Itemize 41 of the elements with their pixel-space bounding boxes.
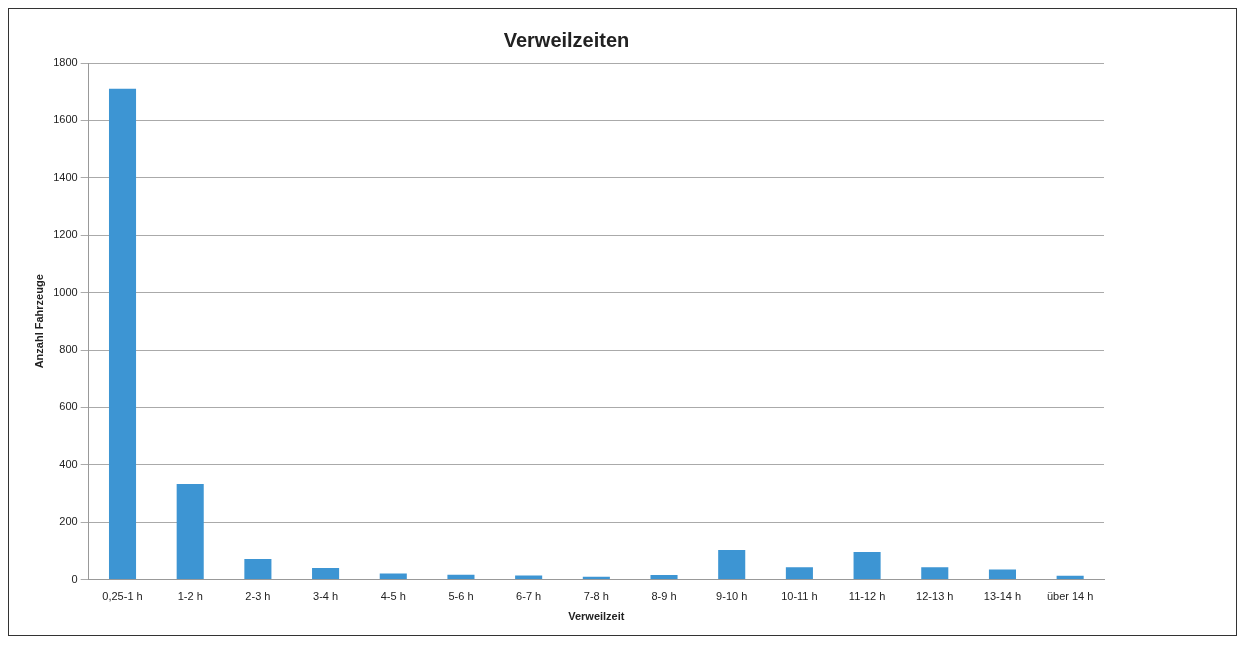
x-axis-title: Verweilzeit bbox=[568, 610, 625, 623]
y-tick-label: 200 bbox=[59, 515, 78, 528]
x-tick-label: 4-5 h bbox=[380, 590, 406, 603]
x-tick-label: 9-10 h bbox=[716, 590, 748, 603]
bar bbox=[718, 550, 746, 580]
x-tick-label: 1-2 h bbox=[177, 590, 203, 603]
chart-title: Verweilzeiten bbox=[503, 28, 630, 51]
y-tick-label: 600 bbox=[59, 400, 78, 413]
x-tick-label: 8-9 h bbox=[651, 590, 677, 603]
bar bbox=[1056, 575, 1084, 580]
y-axis-title: Anzahl Fahrzeuge bbox=[32, 274, 45, 369]
x-tick-label: 2-3 h bbox=[245, 590, 271, 603]
y-tick-label: 800 bbox=[59, 343, 78, 356]
bar bbox=[108, 88, 137, 580]
bar bbox=[650, 575, 678, 580]
bar bbox=[988, 569, 1017, 580]
bar bbox=[312, 568, 340, 580]
x-tick-label: 5-6 h bbox=[448, 590, 474, 603]
bar bbox=[379, 573, 407, 580]
x-tick-label: 10-11 h bbox=[781, 590, 818, 603]
x-tick-label: 6-7 h bbox=[516, 590, 542, 603]
y-tick-label: 0 bbox=[71, 572, 78, 585]
x-tick-label: 0,25-1 h bbox=[102, 590, 143, 603]
bar bbox=[785, 567, 813, 580]
bar bbox=[244, 558, 272, 580]
bar bbox=[853, 552, 881, 580]
x-tick-label: 12-13 h bbox=[916, 590, 954, 603]
bar bbox=[176, 484, 204, 580]
x-tick-label: 13-14 h bbox=[983, 590, 1022, 603]
x-tick-label: 3-4 h bbox=[313, 590, 339, 603]
y-tick-label: 1800 bbox=[53, 56, 78, 69]
bar bbox=[921, 567, 949, 580]
x-tick-label: 7-8 h bbox=[583, 590, 609, 603]
y-tick-label: 1400 bbox=[53, 170, 78, 183]
bar bbox=[447, 574, 475, 580]
y-tick-label: 1200 bbox=[53, 228, 78, 241]
y-tick-label: 1000 bbox=[53, 285, 78, 298]
x-tick-label: 11-12 h bbox=[848, 590, 886, 603]
y-tick-label: 1600 bbox=[53, 113, 78, 126]
x-tick-label: über 14 h bbox=[1046, 590, 1094, 603]
y-tick-label: 400 bbox=[59, 457, 78, 470]
